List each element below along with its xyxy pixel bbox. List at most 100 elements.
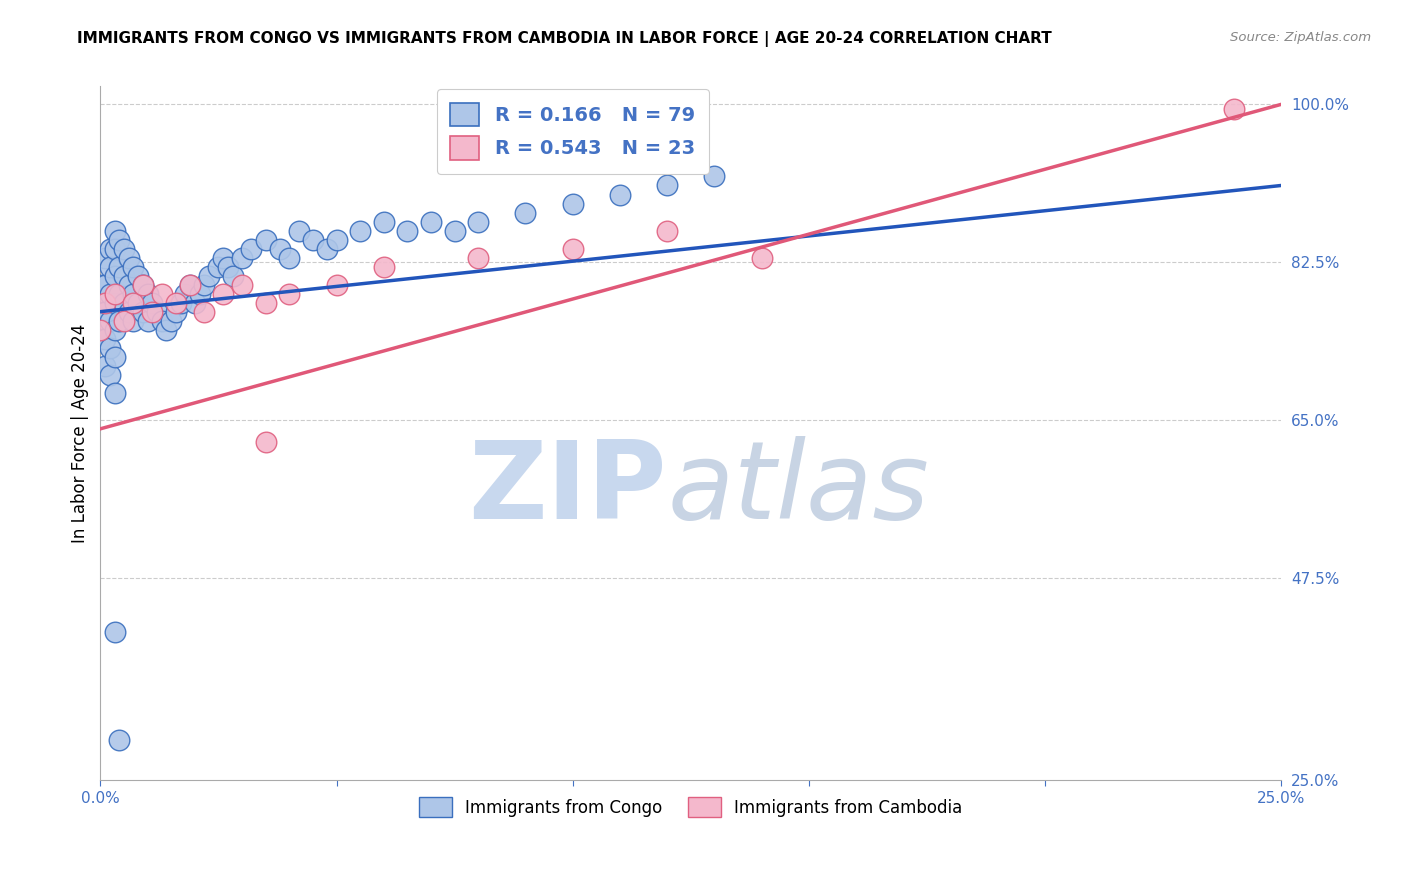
Point [561,196,583,211]
Point [467,214,489,228]
Point [325,277,347,292]
Point [103,286,125,301]
Point [150,314,173,328]
Point [703,169,725,184]
Point [94,332,117,346]
Point [98,368,121,382]
Point [98,242,121,256]
Point [108,260,131,274]
Point [1223,102,1246,116]
Point [108,286,131,301]
Point [240,242,263,256]
Point [132,277,155,292]
Text: ZIP: ZIP [468,436,666,541]
Point [254,233,277,247]
Point [136,286,159,301]
Point [98,286,121,301]
Point [89,304,111,318]
Point [316,242,339,256]
Point [443,223,465,237]
Point [198,268,221,283]
Point [94,251,117,265]
Point [212,251,235,265]
Point [561,242,583,256]
Text: Source: ZipAtlas.com: Source: ZipAtlas.com [1230,31,1371,45]
Point [655,178,678,193]
Point [278,286,301,301]
Point [278,251,301,265]
Point [655,223,678,237]
Point [118,251,141,265]
Point [89,332,111,346]
Point [141,304,163,318]
Point [169,295,191,310]
Point [112,314,135,328]
Point [112,295,135,310]
Point [98,341,121,355]
Point [108,732,131,747]
Point [122,314,145,328]
Point [103,295,125,310]
Point [122,295,145,310]
Point [103,385,125,400]
Point [94,304,117,318]
Y-axis label: In Labor Force | Age 20-24: In Labor Force | Age 20-24 [72,324,89,543]
Point [467,251,489,265]
Point [221,268,243,283]
Point [231,251,253,265]
Point [373,260,395,274]
Point [396,223,419,237]
Point [118,304,141,318]
Point [103,624,125,639]
Point [254,435,277,450]
Point [179,277,201,292]
Point [217,260,239,274]
Point [141,295,163,310]
Point [160,314,183,328]
Point [94,359,117,373]
Point [103,350,125,364]
Point [132,304,155,318]
Point [179,277,201,292]
Point [751,251,773,265]
Point [155,323,177,337]
Point [254,295,277,310]
Legend: Immigrants from Congo, Immigrants from Cambodia: Immigrants from Congo, Immigrants from C… [412,790,969,824]
Point [103,268,125,283]
Point [127,295,149,310]
Point [89,323,111,337]
Point [188,286,211,301]
Point [108,233,131,247]
Point [108,314,131,328]
Point [132,277,155,292]
Point [112,268,135,283]
Point [103,242,125,256]
Point [287,223,309,237]
Point [193,304,215,318]
Point [122,286,145,301]
Point [127,268,149,283]
Point [146,304,169,318]
Point [94,277,117,292]
Point [373,214,395,228]
Point [165,304,187,318]
Point [349,223,371,237]
Point [98,260,121,274]
Point [165,295,187,310]
Point [231,277,253,292]
Point [118,277,141,292]
Point [150,286,173,301]
Point [89,277,111,292]
Point [420,214,443,228]
Point [122,260,145,274]
Point [112,242,135,256]
Point [269,242,291,256]
Text: atlas: atlas [666,436,929,541]
Point [98,314,121,328]
Point [515,205,537,219]
Point [136,314,159,328]
Point [212,286,235,301]
Point [184,295,207,310]
Text: IMMIGRANTS FROM CONGO VS IMMIGRANTS FROM CAMBODIA IN LABOR FORCE | AGE 20-24 COR: IMMIGRANTS FROM CONGO VS IMMIGRANTS FROM… [77,31,1052,47]
Point [94,295,117,310]
